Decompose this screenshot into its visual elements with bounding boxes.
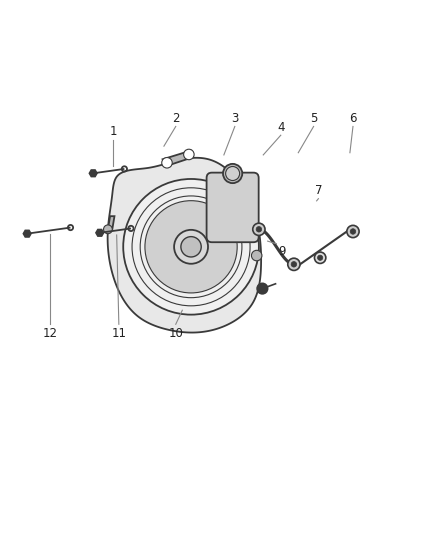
Circle shape — [174, 230, 208, 264]
Text: 10: 10 — [168, 327, 183, 340]
Circle shape — [317, 255, 322, 261]
Text: 9: 9 — [278, 246, 286, 259]
Circle shape — [346, 225, 358, 238]
Circle shape — [252, 223, 265, 236]
Circle shape — [145, 201, 237, 293]
Text: 1: 1 — [109, 125, 117, 138]
Polygon shape — [95, 229, 103, 236]
Polygon shape — [107, 158, 261, 333]
Text: 6: 6 — [348, 112, 356, 125]
Circle shape — [255, 227, 261, 232]
Circle shape — [314, 252, 325, 263]
Text: 4: 4 — [276, 121, 284, 134]
Circle shape — [257, 284, 267, 294]
Circle shape — [180, 237, 201, 257]
Text: 7: 7 — [314, 184, 321, 197]
FancyBboxPatch shape — [206, 173, 258, 242]
Circle shape — [161, 158, 172, 168]
Polygon shape — [89, 170, 97, 177]
Polygon shape — [108, 216, 114, 229]
Circle shape — [103, 225, 112, 233]
Text: 11: 11 — [111, 327, 126, 340]
Text: 3: 3 — [230, 112, 238, 125]
Circle shape — [251, 251, 261, 261]
Polygon shape — [23, 230, 31, 237]
Text: 2: 2 — [172, 112, 179, 125]
Circle shape — [183, 149, 194, 160]
Text: 12: 12 — [42, 327, 57, 340]
Circle shape — [287, 258, 299, 270]
Circle shape — [123, 179, 258, 314]
Circle shape — [223, 164, 242, 183]
Circle shape — [290, 262, 296, 267]
Polygon shape — [162, 150, 193, 166]
Circle shape — [350, 229, 355, 234]
Circle shape — [225, 166, 239, 181]
Text: 5: 5 — [309, 112, 317, 125]
